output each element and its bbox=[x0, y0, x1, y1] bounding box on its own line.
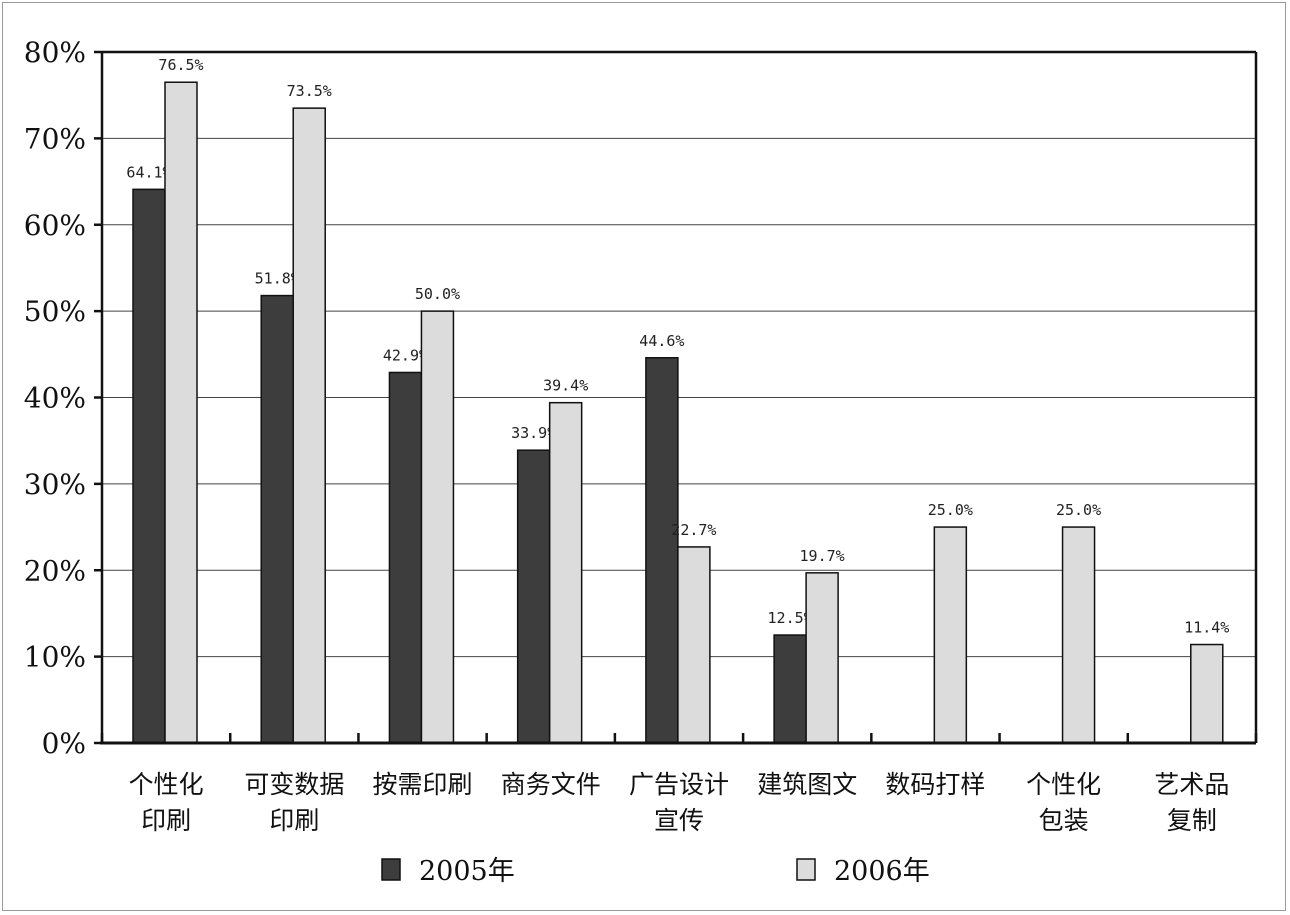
bar-2006 bbox=[1190, 643, 1224, 744]
x-category-label: 按需印刷 bbox=[373, 770, 473, 799]
data-label: 19.7% bbox=[800, 547, 845, 565]
x-category-label: 商务文件 bbox=[501, 770, 601, 799]
data-label: 50.0% bbox=[415, 285, 460, 303]
data-label: 73.5% bbox=[287, 82, 332, 100]
y-tick-label: 70% bbox=[24, 122, 86, 155]
x-category-label: 宣传 bbox=[654, 806, 704, 835]
y-tick-label: 40% bbox=[24, 382, 86, 415]
legend-label: 2006年 bbox=[834, 856, 930, 887]
data-label: 12.5% bbox=[768, 609, 813, 627]
x-category-label: 可变数据 bbox=[244, 770, 344, 799]
data-label: 25.0% bbox=[928, 501, 973, 519]
bar-2006 bbox=[805, 572, 839, 744]
data-label: 44.6% bbox=[639, 332, 684, 350]
bar-2005 bbox=[388, 371, 423, 744]
x-category-label: 包装 bbox=[1039, 806, 1089, 835]
x-category-label: 印刷 bbox=[141, 806, 191, 835]
y-tick-label: 0% bbox=[42, 727, 86, 760]
y-tick-label: 20% bbox=[24, 554, 86, 587]
data-label: 25.0% bbox=[1056, 501, 1101, 519]
y-tick-label: 50% bbox=[24, 295, 86, 328]
bar-2006 bbox=[1061, 526, 1096, 744]
x-category-label: 个性化 bbox=[1026, 770, 1101, 799]
data-label: 22.7% bbox=[671, 521, 716, 539]
data-label: 42.9% bbox=[383, 346, 428, 364]
bar-2006 bbox=[292, 107, 326, 744]
x-category-label: 建筑图文 bbox=[757, 770, 857, 799]
bar-2006 bbox=[677, 546, 711, 744]
x-category-label: 印刷 bbox=[269, 806, 319, 835]
x-category-label: 个性化 bbox=[129, 770, 204, 799]
bar-2006 bbox=[548, 401, 583, 744]
bar-2006 bbox=[164, 81, 198, 744]
x-category-label: 广告设计 bbox=[629, 770, 729, 799]
x-category-label: 数码打样 bbox=[885, 770, 985, 799]
y-tick-label: 10% bbox=[24, 641, 86, 674]
x-category-label: 艺术品 bbox=[1154, 770, 1229, 799]
y-tick-label: 30% bbox=[24, 468, 86, 501]
data-label: 76.5% bbox=[158, 56, 203, 74]
data-label: 64.1% bbox=[126, 163, 171, 181]
legend-label: 2005年 bbox=[419, 856, 515, 887]
bar-2005 bbox=[516, 449, 551, 744]
bar-2006 bbox=[420, 310, 455, 744]
y-tick-label: 60% bbox=[24, 209, 86, 242]
data-label: 11.4% bbox=[1184, 619, 1229, 637]
bar-2005 bbox=[260, 294, 294, 744]
x-category-label: 复制 bbox=[1167, 806, 1217, 835]
bar-2005 bbox=[645, 357, 679, 744]
y-tick-label: 80% bbox=[24, 36, 86, 69]
bar-2006 bbox=[933, 526, 968, 744]
bar-2005 bbox=[132, 188, 166, 744]
legend-swatch bbox=[796, 858, 816, 881]
legend-swatch bbox=[381, 858, 401, 881]
bar-2005 bbox=[773, 634, 807, 744]
data-label: 51.8% bbox=[255, 270, 300, 288]
data-label: 39.4% bbox=[543, 377, 588, 395]
data-label: 33.9% bbox=[511, 424, 556, 442]
